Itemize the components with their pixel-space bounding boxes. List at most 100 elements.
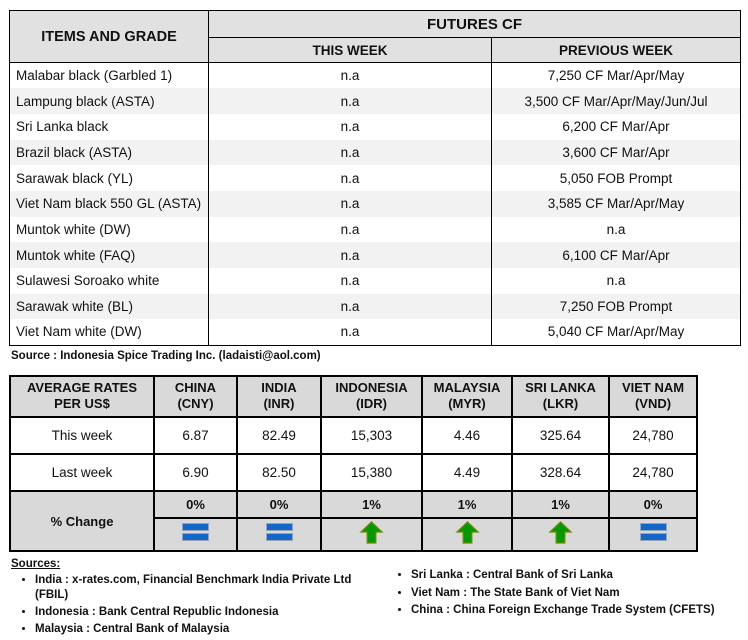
average-rates-table: AVERAGE RATES PER US$ CHINA (CNY) INDIA … (9, 374, 698, 553)
this-week-value: n.a (208, 319, 492, 346)
row-label: % Change (9, 490, 155, 553)
item-name: Viet Nam black 550 GL (ASTA) (9, 190, 209, 217)
list-item: Indonesia : Bank Central Republic Indone… (35, 605, 385, 619)
item-name: Sarawak black (YL) (9, 165, 209, 191)
last-week-row: Last week 6.90 82.50 15,380 4.49 328.64 … (9, 453, 698, 493)
previous-week-value: 5,040 CF Mar/Apr/May (491, 319, 741, 346)
rate-value: 15,303 (320, 416, 423, 456)
sources-section: Sources: India : x-rates.com, Financial … (9, 558, 740, 640)
sources-right-column: Sri Lanka : Central Bank of Sri Lanka Vi… (385, 568, 715, 640)
currency-code: (INR) (263, 396, 295, 412)
table-row: Brazil black (ASTA) n.a 3,600 CF Mar/Apr (9, 139, 741, 166)
rate-value: 82.50 (236, 453, 322, 493)
sources-heading: Sources: (11, 558, 61, 571)
currency-code: (IDR) (355, 396, 388, 412)
previous-week-value: n.a (491, 268, 741, 294)
this-week-value: n.a (208, 113, 492, 140)
futures-cf-header: FUTURES CF (208, 10, 741, 38)
previous-week-value: 6,100 CF Mar/Apr (491, 242, 741, 268)
table-row: Muntok white (FAQ) n.a 6,100 CF Mar/Apr (9, 242, 741, 268)
column-header-indonesia: INDONESIA (IDR) (320, 374, 423, 419)
previous-week-header: PREVIOUS WEEK (491, 37, 741, 63)
rate-value: 15,380 (320, 453, 423, 493)
sources-left-list: India : x-rates.com, Financial Benchmark… (9, 573, 385, 637)
country-name: INDONESIA (335, 379, 408, 395)
table-row: Viet Nam black 550 GL (ASTA) n.a 3,585 C… (9, 190, 741, 217)
table-row: Sarawak black (YL) n.a 5,050 FOB Prompt (9, 165, 741, 191)
up-arrow-icon (359, 520, 384, 544)
currency-code: (CNY) (177, 396, 214, 412)
item-name: Malabar black (Garbled 1) (9, 62, 209, 89)
country-name: MALAYSIA (433, 379, 501, 395)
table-row: Muntok white (DW) n.a n.a (9, 216, 741, 243)
this-week-value: n.a (208, 190, 492, 217)
currency-code: (LKR) (542, 396, 579, 412)
country-name: SRI LANKA (525, 379, 596, 395)
this-week-value: n.a (208, 268, 492, 294)
items-and-grade-header: ITEMS AND GRADE (9, 10, 209, 63)
table-row: Lampung black (ASTA) n.a 3,500 CF Mar/Ap… (9, 88, 741, 114)
list-item: China : China Foreign Exchange Trade Sys… (411, 603, 715, 617)
country-name: CHINA (174, 379, 217, 395)
pct-change-value: 1% (421, 490, 513, 520)
rate-value: 4.49 (421, 453, 513, 493)
this-week-header: THIS WEEK (208, 37, 492, 63)
rate-value: 82.49 (236, 416, 322, 456)
up-arrow-icon (548, 520, 573, 544)
futures-table: ITEMS AND GRADE FUTURES CF THIS WEEK PRE… (9, 10, 741, 346)
trend-indicator (359, 520, 384, 544)
this-week-value: n.a (208, 139, 492, 166)
this-week-value: n.a (208, 88, 492, 114)
row-label: This week (9, 416, 155, 456)
previous-week-value: 7,250 CF Mar/Apr/May (491, 62, 741, 89)
column-header-india: INDIA (INR) (236, 374, 322, 419)
rate-value: 24,780 (608, 416, 698, 456)
sources-left-column: Sources: India : x-rates.com, Financial … (9, 558, 385, 640)
trend-indicator (548, 520, 573, 544)
list-item: Viet Nam : The State Bank of Viet Nam (411, 586, 715, 600)
table-row: Sulawesi Soroako white n.a n.a (9, 268, 741, 294)
list-item: Sri Lanka : Central Bank of Sri Lanka (411, 568, 715, 582)
rate-value: 325.64 (511, 416, 610, 456)
item-name: Muntok white (DW) (9, 216, 209, 243)
this-week-value: n.a (208, 62, 492, 89)
previous-week-value: 3,600 CF Mar/Apr (491, 139, 741, 166)
item-name: Lampung black (ASTA) (9, 88, 209, 114)
trend-indicator (182, 520, 209, 544)
this-week-value: n.a (208, 216, 492, 243)
item-name: Muntok white (FAQ) (9, 242, 209, 268)
item-name: Brazil black (ASTA) (9, 139, 209, 166)
previous-week-value: n.a (491, 216, 741, 243)
list-item: India : x-rates.com, Financial Benchmark… (35, 573, 385, 602)
previous-week-value: 5,050 FOB Prompt (491, 165, 741, 191)
pct-change-value: 0% (153, 490, 238, 520)
rate-value: 6.90 (153, 453, 238, 493)
futures-source-note: Source : Indonesia Spice Trading Inc. (l… (11, 349, 321, 362)
trend-indicator (454, 520, 480, 544)
rate-value: 4.46 (421, 416, 513, 456)
rate-value: 24,780 (608, 453, 698, 493)
currency-code: (MYR) (448, 396, 486, 412)
pct-change-value: 0% (608, 490, 698, 520)
country-name: VIET NAM (621, 379, 685, 395)
pct-change-value: 1% (511, 490, 610, 520)
no-change-icon (639, 520, 667, 544)
previous-week-value: 7,250 FOB Prompt (491, 293, 741, 320)
item-name: Sulawesi Soroako white (9, 268, 209, 294)
no-change-icon (265, 520, 293, 544)
table-row: Sarawak white (BL) n.a 7,250 FOB Prompt (9, 293, 741, 320)
table-row: Sri Lanka black n.a 6,200 CF Mar/Apr (9, 113, 741, 140)
average-rates-header: AVERAGE RATES PER US$ (9, 374, 155, 419)
currency-code: (VND) (634, 396, 672, 412)
item-name: Sri Lanka black (9, 113, 209, 140)
list-item: Malaysia : Central Bank of Malaysia (35, 622, 385, 636)
sources-right-list: Sri Lanka : Central Bank of Sri Lanka Vi… (385, 568, 715, 617)
column-header-malaysia: MALAYSIA (MYR) (421, 374, 513, 419)
up-arrow-icon (454, 520, 480, 544)
row-label: Last week (9, 453, 155, 493)
item-name: Sarawak white (BL) (9, 293, 209, 320)
column-header-viet-nam: VIET NAM (VND) (608, 374, 698, 419)
table-row: Viet Nam white (DW) n.a 5,040 CF Mar/Apr… (9, 319, 741, 346)
this-week-row: This week 6.87 82.49 15,303 4.46 325.64 … (9, 416, 698, 456)
